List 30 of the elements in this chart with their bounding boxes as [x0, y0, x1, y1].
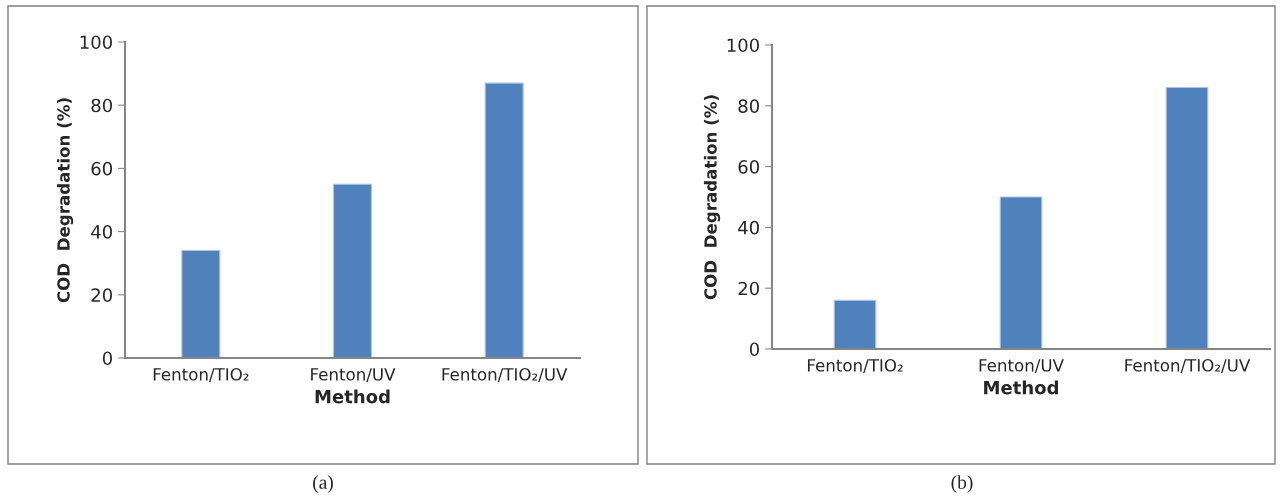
x-tick-label: Fenton/TIO₂/UV	[442, 368, 568, 382]
y-tick-label: 80	[91, 98, 112, 113]
y-tick-label: 40	[738, 220, 759, 235]
text: (b)	[951, 475, 973, 493]
y-tick-label: 60	[91, 161, 112, 176]
y-axis-title: COD Degradation (%)	[56, 98, 74, 303]
y-tick-label: 100	[727, 38, 759, 53]
text: (a)	[313, 475, 333, 493]
x-tick-label: Fenton/UV	[311, 368, 396, 382]
y-tick-label: 100	[80, 35, 112, 50]
y-tick-label: 0	[749, 342, 759, 357]
bar	[833, 299, 877, 349]
x-tick-label: Fenton/TIO₂	[807, 359, 903, 373]
x-tick-label: Fenton/UV	[979, 359, 1064, 373]
bar	[484, 82, 524, 358]
y-axis-title: COD Degradation (%)	[703, 95, 721, 300]
y-tick-label: 60	[738, 160, 759, 174]
y-tick-label: 20	[738, 281, 759, 296]
y-tick-label: 80	[738, 99, 759, 113]
bar	[1165, 87, 1209, 349]
y-tick-label: 40	[91, 225, 112, 239]
x-axis-title: Method	[315, 389, 390, 404]
x-axis-title: Method	[984, 380, 1058, 395]
y-tick-label: 0	[102, 351, 112, 366]
x-tick-label: Fenton/TIO₂	[153, 368, 249, 382]
bar	[181, 250, 221, 358]
y-tick-label: 20	[91, 288, 112, 302]
bar	[999, 196, 1043, 349]
x-tick-label: Fenton/TIO₂/UV	[1125, 359, 1251, 373]
bar	[332, 183, 373, 358]
